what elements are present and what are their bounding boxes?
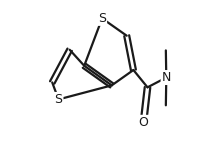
Text: N: N: [162, 71, 171, 84]
Text: S: S: [98, 12, 106, 25]
Text: O: O: [139, 116, 148, 129]
Text: S: S: [55, 93, 62, 106]
